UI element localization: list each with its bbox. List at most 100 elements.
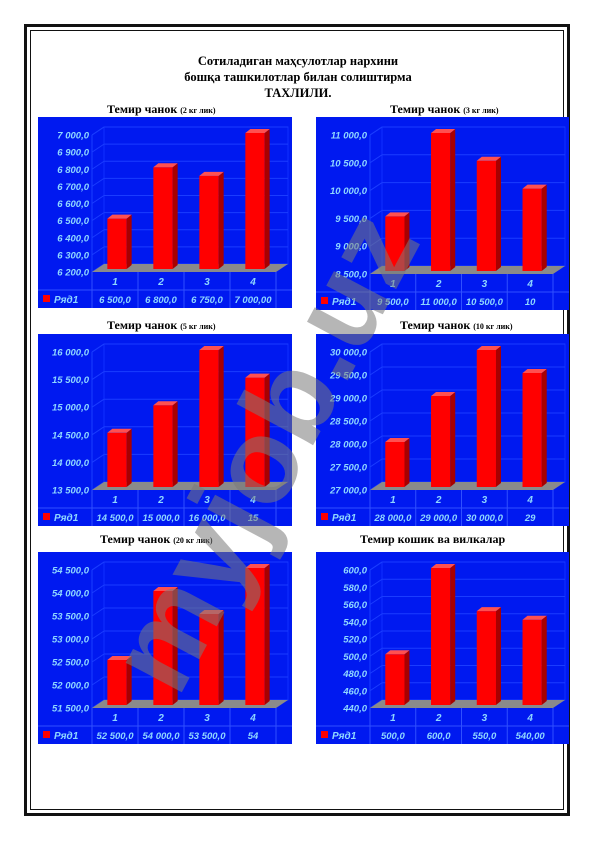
bar: [153, 587, 178, 705]
gridline-side: [91, 630, 105, 640]
bar-side: [126, 656, 132, 705]
y-tick-label: 480,0: [342, 669, 367, 680]
data-table-value: 15: [248, 513, 259, 524]
data-table-value: 540,00: [516, 731, 546, 742]
x-category-label: 2: [157, 713, 164, 724]
bar-top: [153, 163, 178, 168]
bar-front: [385, 216, 405, 271]
bar: [522, 369, 547, 487]
data-table-value: 16 000,0: [189, 513, 227, 524]
chart-floor: [92, 700, 288, 708]
bar-side: [264, 564, 270, 705]
chart-title-2-main: Темир чанок: [390, 102, 461, 116]
y-tick-label: 27 500,0: [329, 463, 368, 474]
data-table-value: 15 000,0: [143, 513, 181, 524]
gridline-side: [369, 630, 383, 640]
bar-side: [264, 373, 270, 487]
bar: [199, 610, 224, 705]
legend-series-name: Ряд1: [332, 513, 357, 524]
bar-side: [541, 369, 547, 487]
y-tick-label: 8 500,0: [335, 270, 367, 281]
bar-side: [126, 428, 132, 487]
x-category-label: 3: [204, 495, 210, 506]
bar-front: [522, 188, 542, 271]
bar-top: [431, 392, 456, 396]
x-category-label: 1: [112, 277, 118, 288]
x-category-label: 4: [526, 713, 533, 724]
data-table-value: 10: [525, 297, 536, 308]
chart-svg: 13 500,0 14 000,0 14 500,0 15 000,0 15 500,0…: [38, 334, 292, 526]
chart-title-1: Темир чанок (2 кг лик): [107, 102, 216, 117]
bar-front: [385, 442, 405, 487]
bar-side: [264, 129, 270, 269]
y-tick-label: 29 000,0: [329, 394, 368, 405]
bar: [431, 564, 456, 705]
bar-top: [385, 650, 410, 655]
x-category-label: 2: [435, 279, 442, 290]
gridline-side: [369, 237, 383, 247]
bar: [153, 401, 178, 487]
legend-series-name: Ряд1: [54, 513, 79, 524]
bar-top: [107, 428, 132, 433]
x-category-label: 2: [435, 713, 442, 724]
bar-front: [245, 377, 265, 487]
data-table-value: 10 500,0: [466, 297, 504, 308]
bar-top: [199, 171, 224, 176]
x-category-label: 1: [112, 495, 118, 506]
bar-chart-5: 51 500,0 52 000,0 52 500,0 53 000,0 53 500,0…: [38, 552, 292, 744]
gridline-side: [91, 246, 105, 256]
bar-front: [431, 396, 451, 487]
gridline-side: [369, 389, 383, 399]
bar-top: [107, 656, 132, 660]
gridline-side: [369, 665, 383, 674]
bar: [385, 650, 410, 705]
y-tick-label: 29 500,0: [329, 371, 368, 382]
bar-side: [218, 171, 224, 269]
chart-svg: 51 500,0 52 000,0 52 500,0 53 000,0 53 500,0…: [38, 552, 292, 744]
bar-side: [541, 184, 547, 271]
bar-chart-1: 6 200,0 6 300,0 6 400,0 6 500,0 6 600,0 6 700…: [38, 117, 292, 308]
bar: [431, 129, 456, 271]
legend-key: [321, 297, 328, 304]
gridline-side: [369, 458, 383, 468]
bar: [522, 184, 547, 271]
legend-series-name: Ряд1: [332, 297, 357, 308]
bar: [385, 438, 410, 487]
data-table-value: 28 000,0: [373, 513, 412, 524]
bar-top: [107, 214, 132, 219]
y-tick-label: 27 000,0: [329, 486, 368, 497]
chart-title-1-note: (2 кг лик): [180, 106, 216, 115]
data-table-value: 7 000,00: [235, 295, 273, 306]
data-table-value: 11 000,0: [420, 297, 457, 308]
bar-chart-2: 8 500,0 9 000,0 9 500,0 10 000,0 10 500,0 11 …: [316, 117, 569, 310]
bar: [107, 428, 132, 487]
chart-svg: 8 500,0 9 000,0 9 500,0 10 000,0 10 500,0 11 …: [316, 117, 569, 310]
y-tick-label: 6 600,0: [57, 199, 89, 210]
x-category-label: 4: [249, 277, 256, 288]
data-table-value: 54: [248, 731, 259, 742]
x-category-label: 4: [526, 495, 533, 506]
data-table-value: 52 500,0: [97, 731, 135, 742]
gridline-side: [91, 584, 105, 594]
bar-front: [522, 373, 542, 487]
chart-floor: [370, 482, 565, 490]
x-category-label: 4: [526, 279, 533, 290]
bar-top: [522, 184, 547, 189]
y-tick-label: 440,0: [342, 704, 367, 715]
document-title-line-3: ТАХЛИЛИ.: [264, 86, 332, 100]
gridline-side: [369, 343, 383, 353]
gridline-side: [369, 154, 383, 164]
legend-key: [321, 731, 328, 738]
gridline-side: [91, 160, 105, 170]
bar-side: [172, 401, 178, 487]
y-tick-label: 6 900,0: [57, 148, 89, 159]
bar-side: [450, 392, 456, 487]
bar-front: [199, 614, 219, 705]
chart-title-3: Темир чанок (5 кг лик): [107, 318, 216, 333]
chart-title-5: Темир чанок (20 кг лик): [100, 532, 213, 547]
x-category-label: 2: [157, 277, 164, 288]
y-tick-label: 10 000,0: [330, 186, 368, 197]
bar-top: [199, 610, 224, 614]
y-tick-label: 52 000,0: [52, 681, 90, 692]
bar-top: [385, 212, 410, 217]
